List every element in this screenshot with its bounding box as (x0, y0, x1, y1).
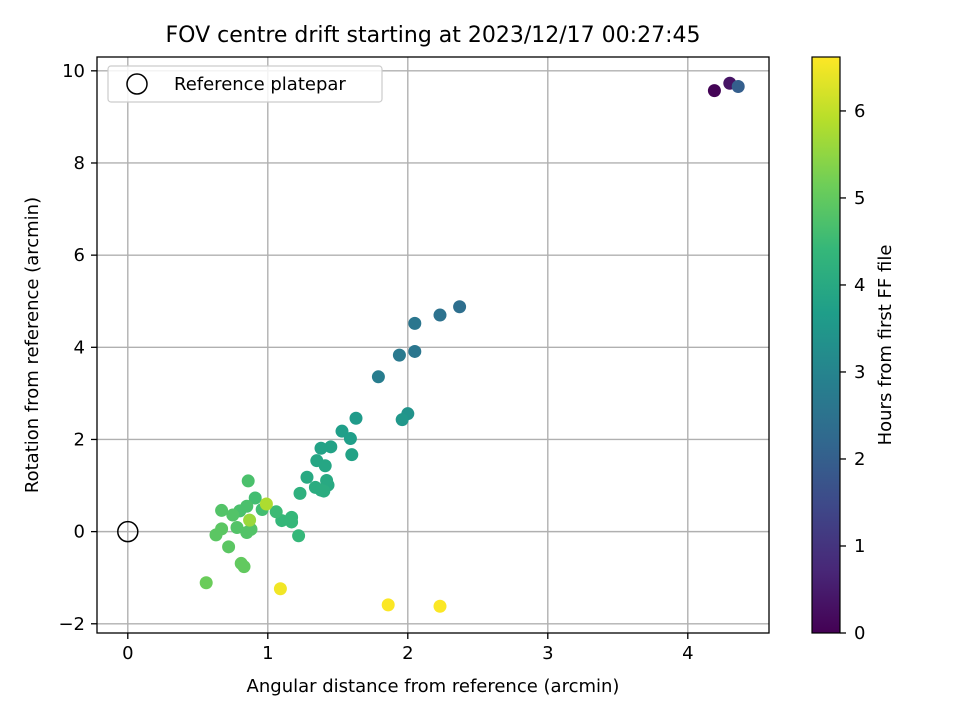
colorbar-gradient (811, 56, 841, 634)
colorbar-tick-label: 0 (854, 623, 865, 644)
legend: Reference platepar (107, 65, 383, 103)
y-tick-label: 2 (74, 429, 85, 450)
y-tick-label: 10 (62, 61, 85, 82)
scatter-point (318, 459, 332, 473)
scatter-points (199, 76, 745, 613)
y-tick-label: 4 (74, 337, 85, 358)
grid-lines (97, 57, 769, 633)
scatter-point (241, 474, 255, 488)
x-tick-label: 1 (262, 643, 273, 664)
scatter-point (269, 505, 283, 519)
y-tick-label: −2 (58, 614, 85, 635)
axis-ticks: 0 1 2 3 4 −2 0 2 4 6 8 10 (58, 61, 693, 664)
scatter-point (433, 308, 447, 322)
x-tick-label: 3 (542, 643, 553, 664)
scatter-point (209, 528, 223, 542)
plot-frame (96, 56, 770, 634)
scatter-point (293, 486, 307, 500)
scatter-point (324, 440, 338, 454)
scatter-point (226, 508, 240, 522)
colorbar-tick-label: 1 (854, 536, 865, 557)
scatter-point (199, 576, 213, 590)
reference-point (117, 520, 139, 543)
scatter-point (453, 300, 467, 314)
scatter-point (243, 513, 257, 527)
scatter-point (433, 599, 447, 613)
scatter-point (395, 413, 409, 427)
scatter-point (707, 84, 721, 98)
scatter-point (314, 441, 328, 455)
colorbar-tick-label: 3 (854, 362, 865, 383)
legend-label: Reference platepar (174, 74, 346, 95)
scatter-point (240, 526, 254, 540)
colorbar-tick-label: 4 (854, 275, 865, 296)
legend-box (107, 65, 383, 103)
scatter-point (259, 497, 273, 511)
colorbar-ticks: 0 1 2 3 4 5 6 (840, 101, 865, 644)
scatter-point (392, 348, 406, 362)
colorbar-tick-label: 5 (854, 188, 865, 209)
scatter-point (349, 411, 363, 425)
scatter-point (215, 503, 229, 517)
scatter-point (343, 432, 357, 446)
scatter-point (292, 529, 306, 543)
scatter-point (731, 79, 745, 93)
scatter-point (371, 370, 385, 384)
scatter-point (237, 560, 251, 574)
x-tick-label: 4 (682, 643, 693, 664)
y-tick-label: 6 (74, 245, 85, 266)
x-axis-label: Angular distance from reference (arcmin) (247, 676, 620, 697)
scatter-point (317, 484, 331, 498)
scatter-point (408, 316, 422, 330)
x-tick-label: 2 (402, 643, 413, 664)
scatter-point (230, 520, 244, 534)
colorbar-tick-label: 6 (854, 101, 865, 122)
y-tick-label: 0 (74, 522, 85, 543)
scatter-point (248, 491, 262, 505)
scatter-point (285, 515, 299, 529)
y-axis-label: Rotation from reference (arcmin) (22, 197, 43, 493)
colorbar: 0 1 2 3 4 5 6 Hours from first FF file (811, 56, 896, 644)
legend-marker-icon (126, 73, 148, 95)
x-tick-label: 0 (122, 643, 133, 664)
scatter-point (273, 582, 287, 596)
scatter-point (408, 344, 422, 358)
chart-title: FOV centre drift starting at 2023/12/17 … (166, 23, 701, 48)
scatter-point (222, 540, 236, 554)
scatter-point (335, 424, 349, 438)
colorbar-tick-label: 2 (854, 449, 865, 470)
colorbar-label: Hours from first FF file (875, 245, 896, 446)
y-tick-label: 8 (74, 153, 85, 174)
scatter-point (381, 598, 395, 612)
scatter-point (345, 448, 359, 462)
scatter-point (300, 470, 314, 484)
